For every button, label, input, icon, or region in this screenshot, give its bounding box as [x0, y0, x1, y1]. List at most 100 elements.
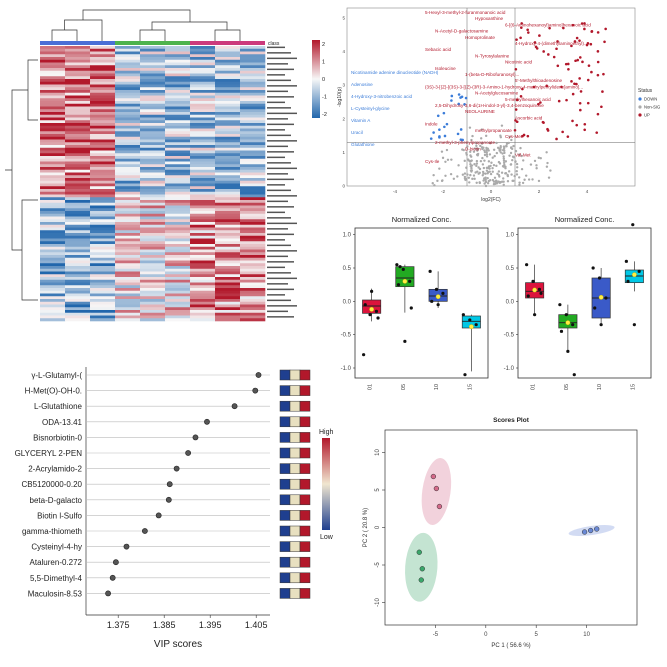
boxplot-mean — [631, 272, 637, 278]
heatmap-cell — [165, 299, 191, 303]
heatmap-cell — [115, 255, 141, 259]
volcano-point-down — [457, 93, 461, 96]
volcano-point-up — [583, 27, 586, 31]
heatmap-cell — [90, 117, 116, 121]
heatmap-cell — [215, 70, 241, 74]
boxplot-point — [533, 313, 537, 317]
volcano-point-nonsig — [483, 177, 486, 180]
volcano-point-up — [526, 28, 529, 32]
heatmap-cell — [240, 301, 266, 305]
heatmap-cell — [90, 164, 116, 168]
heatmap-cell — [240, 200, 266, 204]
boxplot-point — [564, 313, 568, 317]
row-label-mark — [267, 63, 288, 65]
heatmap-cell — [140, 238, 166, 242]
boxplot-point — [474, 323, 478, 327]
boxplot-point — [408, 279, 412, 283]
heatmap-cell — [240, 172, 266, 176]
heatmap-cell — [40, 158, 66, 162]
heatmap-cell — [115, 211, 141, 215]
volcano-point-up — [566, 62, 570, 66]
heatmap-cell — [65, 81, 91, 85]
heatmap-cell — [165, 92, 191, 96]
heatmap-cell — [140, 147, 166, 151]
heatmap-cell — [165, 59, 191, 63]
volcano-x-tick: -4 — [393, 189, 397, 194]
volcano-point-up — [590, 30, 594, 33]
heatmap-cell — [65, 98, 91, 102]
class-bar-cell — [165, 41, 190, 45]
row-label-mark — [267, 74, 285, 76]
volcano-point-nonsig — [537, 179, 541, 183]
heatmap-cell — [165, 103, 191, 107]
heatmap-cell — [65, 117, 91, 121]
volcano-point-nonsig — [476, 152, 480, 156]
heatmap-cell — [40, 260, 66, 264]
heatmap-cell — [240, 304, 266, 308]
heatmap-cell — [65, 123, 91, 127]
heatmap-cell — [40, 293, 66, 297]
heatmap-cell — [240, 68, 266, 72]
heatmap-cell — [215, 81, 241, 85]
volcano-point-nonsig — [475, 147, 479, 150]
heatmap-cell — [165, 98, 191, 102]
vip-group-cell — [289, 463, 301, 474]
heatmap-cell — [140, 62, 166, 66]
heatmap-cell — [240, 131, 266, 135]
heatmap-cell — [240, 252, 266, 256]
volcano-point-down — [450, 94, 454, 98]
boxplot-point — [632, 323, 636, 327]
heatmap-cell — [90, 293, 116, 297]
heatmap-cell — [165, 158, 191, 162]
volcano-point-nonsig — [436, 179, 439, 183]
volcano-point-nonsig — [509, 163, 513, 166]
volcano-point-down — [442, 111, 446, 115]
volcano-point-up — [545, 84, 549, 88]
heatmap-cell — [190, 249, 216, 253]
heatmap-cell — [190, 183, 216, 187]
volcano-point-nonsig — [473, 147, 477, 150]
heatmap-cell — [115, 288, 141, 292]
vip-group-cell — [299, 385, 311, 396]
heatmap-cell — [190, 68, 216, 72]
heatmap-cell — [90, 216, 116, 220]
heatmap-cell — [215, 257, 241, 261]
volcano-point-nonsig — [493, 176, 497, 179]
heatmap-cell — [140, 70, 166, 74]
heatmap-cell — [215, 125, 241, 129]
volcano-point-nonsig — [456, 175, 459, 178]
heatmap-cell — [165, 172, 191, 176]
volcano-point-nonsig — [535, 164, 538, 167]
heatmap-cell — [65, 288, 91, 292]
heatmap-cell — [215, 172, 241, 176]
row-label-mark — [267, 266, 285, 269]
heatmap-cell — [190, 246, 216, 250]
volcano-point-nonsig — [492, 163, 496, 167]
heatmap-cell — [215, 65, 241, 69]
heatmap-cell — [40, 252, 66, 256]
heatmap-cell — [90, 76, 116, 80]
heatmap-cell — [40, 180, 66, 184]
heatmap-cell — [240, 65, 266, 69]
heatmap-cell — [90, 230, 116, 234]
heatmap-cell — [165, 57, 191, 61]
row-label-mark — [267, 46, 285, 49]
heatmap-cell — [65, 145, 91, 149]
heatmap-cell — [65, 238, 91, 242]
heatmap-cell — [115, 161, 141, 165]
heatmap-cell — [215, 120, 241, 124]
vip-group-cell — [299, 432, 311, 443]
heatmap-cell — [140, 125, 166, 129]
heatmap-cell — [215, 131, 241, 135]
heatmap-cell — [240, 48, 266, 52]
heatmap-cell — [40, 48, 66, 52]
heatmap-cell — [240, 235, 266, 239]
volcano-point-nonsig — [477, 172, 480, 175]
boxplot-y-tick: 0.0 — [506, 299, 515, 305]
heatmap-cell — [215, 175, 241, 179]
heatmap-cell — [140, 150, 166, 154]
heatmap-cell — [165, 241, 191, 245]
colorbar-tick: 0 — [322, 77, 325, 83]
heatmap-cell — [65, 150, 91, 154]
heatmap-cell — [165, 211, 191, 215]
